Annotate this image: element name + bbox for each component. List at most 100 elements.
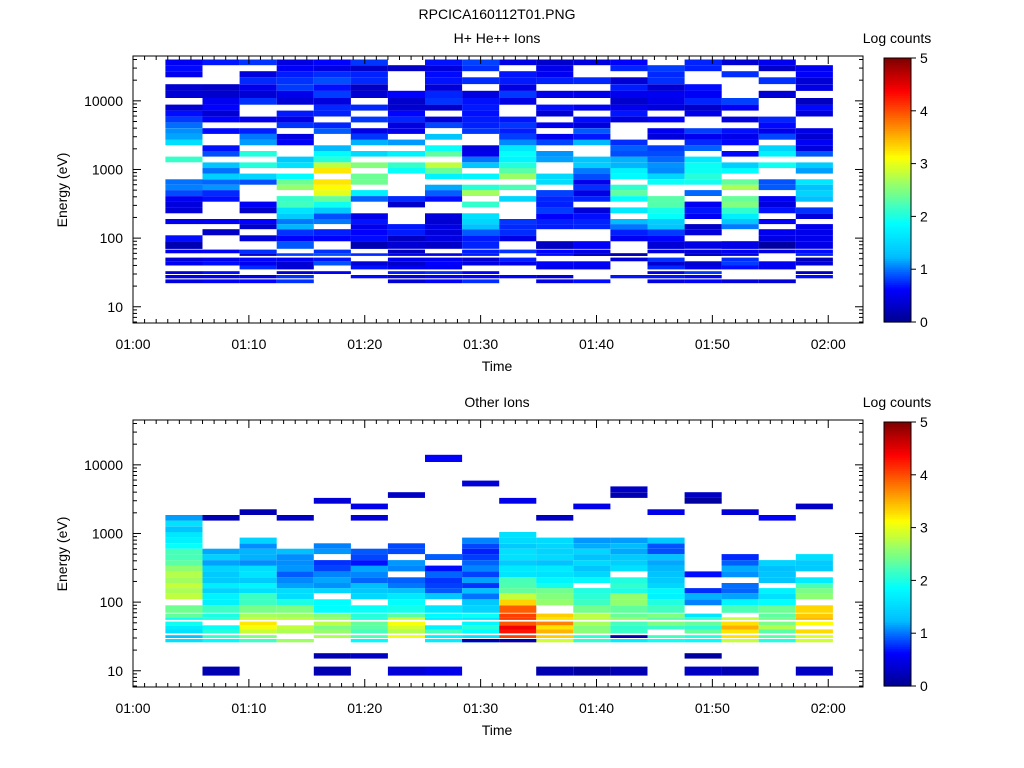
heatmap-cell — [276, 71, 314, 78]
heatmap-cell — [425, 71, 463, 78]
colorbar-frame — [883, 57, 912, 323]
heatmap-cell — [462, 229, 500, 236]
heatmap-cell — [202, 116, 240, 123]
heatmap-cell — [313, 613, 351, 618]
heatmap-cell — [795, 98, 833, 105]
heatmap-cell — [462, 128, 500, 134]
colorbar-segment — [884, 433, 911, 436]
heatmap-cell — [239, 588, 277, 594]
heatmap-cell — [499, 151, 537, 157]
colorbar-segment — [884, 670, 911, 674]
heatmap-cell — [313, 213, 351, 219]
heatmap-cell — [276, 548, 314, 555]
heatmap-cell — [387, 104, 425, 111]
colorbar-segment — [884, 496, 911, 500]
heatmap-cell — [313, 257, 351, 262]
heatmap-cell — [758, 59, 796, 66]
colorbar-label: Log counts — [863, 394, 932, 410]
heatmap-cell — [202, 577, 240, 583]
heatmap-cell — [462, 548, 500, 555]
heatmap-cell — [313, 235, 351, 242]
heatmap-cell — [758, 241, 796, 249]
heatmap-cell — [425, 666, 463, 676]
colorbar-segment — [884, 293, 911, 297]
heatmap-cell — [239, 207, 277, 214]
heatmap-cell — [536, 599, 574, 606]
colorbar-segment — [884, 584, 911, 588]
x-axis-label: Time — [482, 722, 513, 738]
colorbar-segment — [884, 280, 911, 283]
heatmap-cell — [721, 249, 759, 254]
heatmap-cell — [239, 151, 277, 157]
heatmap-cell — [425, 116, 463, 123]
heatmap-cell — [202, 599, 240, 606]
heatmap-cell — [573, 554, 611, 560]
heatmap-cell — [165, 184, 203, 191]
colorbar-segment — [884, 218, 911, 222]
heatmap-cell — [758, 577, 796, 583]
heatmap-cell — [313, 635, 351, 638]
heatmap-cell — [536, 151, 574, 157]
colorbar-segment — [884, 135, 911, 138]
heatmap-cell — [647, 560, 685, 566]
heatmap-cell — [536, 629, 574, 634]
heatmap-cell — [165, 156, 203, 163]
heatmap-cell — [647, 271, 685, 274]
heatmap-cell — [202, 145, 240, 151]
heatmap-cell — [387, 271, 425, 274]
heatmap-cell — [425, 593, 463, 600]
heatmap-cell — [276, 224, 314, 230]
heatmap-cell — [313, 229, 351, 236]
heatmap-cell — [276, 253, 314, 256]
colorbar-segment — [884, 168, 911, 171]
heatmap-cell — [610, 599, 648, 606]
colorbar-segment — [884, 201, 911, 204]
heatmap-cell — [276, 257, 314, 262]
heatmap-cell — [721, 133, 759, 140]
heatmap-cell — [573, 168, 611, 174]
heatmap-cell — [387, 139, 425, 146]
heatmap-cell — [684, 271, 722, 274]
colorbar-segment — [884, 639, 911, 643]
heatmap-cell — [573, 548, 611, 555]
heatmap-cells — [165, 454, 833, 676]
colorbar-segment — [884, 220, 911, 224]
heatmap-cell — [721, 635, 759, 638]
heatmap-cell — [795, 128, 833, 134]
colorbar-segment — [884, 121, 911, 125]
heatmap-cell — [202, 184, 240, 191]
heatmap-cell — [239, 261, 277, 266]
colorbar-segment — [884, 216, 911, 220]
colorbar-segment — [884, 521, 911, 524]
heatmap-cell — [647, 168, 685, 174]
heatmap-cell — [387, 593, 425, 600]
heatmap-cell — [202, 583, 240, 589]
heatmap-cell — [387, 599, 425, 606]
heatmap-cell — [202, 84, 240, 91]
heatmap-cell — [758, 639, 796, 643]
plot-frame — [132, 55, 864, 324]
colorbar-segment — [884, 635, 911, 639]
heatmap-cell — [313, 207, 351, 214]
heatmap-cell — [462, 257, 500, 262]
colorbar-segment — [884, 439, 911, 443]
heatmap-cell — [795, 261, 833, 266]
heatmap-cell — [462, 599, 500, 606]
x-tick-label: 01:50 — [695, 336, 730, 352]
y-tick-label: 10 — [107, 299, 123, 315]
colorbar-segment — [884, 132, 911, 136]
heatmap-cell — [684, 653, 722, 659]
heatmap-cell — [610, 156, 648, 163]
heatmap-cell — [387, 621, 425, 626]
heatmap-cell — [684, 593, 722, 600]
colorbar-segment — [884, 569, 911, 573]
heatmap-cell — [165, 625, 203, 630]
heatmap-cell — [276, 110, 314, 117]
heatmap-cell — [573, 625, 611, 630]
heatmap-cell — [647, 543, 685, 549]
heatmap-cell — [276, 162, 314, 169]
colorbar-segment — [884, 119, 911, 123]
heatmap-cell — [202, 151, 240, 157]
heatmap-cell — [276, 59, 314, 66]
colorbar-segment — [884, 146, 911, 149]
